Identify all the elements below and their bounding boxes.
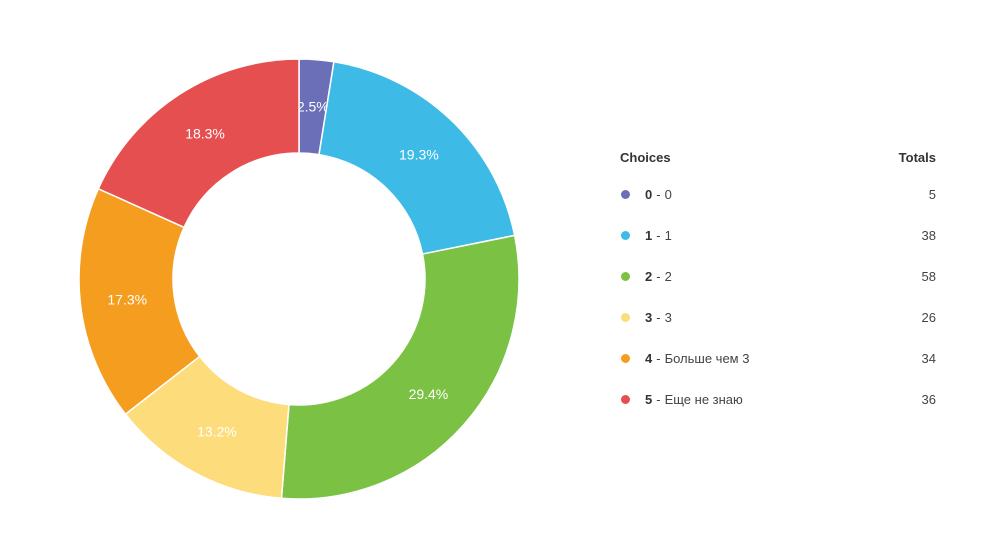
slice-label-5: 18.3% [185,126,225,142]
legend-dot-icon [621,395,630,404]
slice-label-3: 13.2% [197,423,237,439]
slice-1[interactable] [318,60,516,255]
legend-item-separator: - [656,310,661,325]
legend-header: Choices Totals [612,140,942,174]
legend-dot-icon [621,313,630,322]
legend-header-choices: Choices [620,149,671,165]
legend-item-text: 2 [664,269,672,284]
legend-item-separator: - [656,351,661,366]
legend-item-label: 5- Еще не знаю [645,392,896,407]
legend-dot-icon [621,231,630,240]
legend-item-2[interactable]: 2-2 58 [612,256,942,297]
legend-item-1[interactable]: 1-1 38 [612,215,942,256]
legend-item-total: 58 [921,269,936,284]
donut-chart: 2.5% 19.3% 29.4% 13.2% 17.3% 18.3% [78,58,520,500]
legend-item-label: 4- Больше чем 3 [645,351,896,366]
legend-dot-icon [621,354,630,363]
legend-dot-icon [621,190,630,199]
legend-item-total: 5 [928,187,936,202]
legend-item-0[interactable]: 0-0 5 [612,174,942,215]
donut-chart-svg: 2.5% 19.3% 29.4% 13.2% 17.3% 18.3% [78,58,520,500]
legend-item-code: 5 [645,392,653,407]
legend-header-totals: Totals [898,149,936,165]
legend-item-separator: - [656,392,661,407]
slice-label-2: 29.4% [409,386,449,402]
legend-item-text: Больше чем 3 [664,351,750,366]
legend-item-code: 1 [645,228,653,243]
legend-item-code: 3 [645,310,653,325]
legend-item-label: 1-1 [645,228,896,243]
legend-item-total: 36 [921,392,936,407]
slice-5[interactable] [97,58,300,229]
legend-item-total: 26 [921,310,936,325]
slice-4[interactable] [78,187,201,416]
legend-item-text: 1 [664,228,672,243]
legend-item-label: 0-0 [645,187,896,202]
legend-item-code: 4 [645,351,653,366]
legend-item-label: 3-3 [645,310,896,325]
legend-item-text: 3 [664,310,672,325]
legend-item-4[interactable]: 4- Больше чем 3 34 [612,338,942,379]
legend-dot-icon [621,272,630,281]
legend-item-5[interactable]: 5- Еще не знаю 36 [612,379,942,420]
legend-item-separator: - [656,269,661,284]
legend-item-label: 2-2 [645,269,896,284]
legend-item-code: 0 [645,187,653,202]
slice-label-1: 19.3% [399,146,439,162]
legend-item-text: 0 [664,187,672,202]
legend-item-text: Еще не знаю [664,392,743,407]
slice-2[interactable] [280,234,520,500]
legend: Choices Totals 0-0 5 1-1 38 2-2 58 3-3 26 4- Боль… [612,140,942,420]
legend-item-total: 38 [921,228,936,243]
slice-label-4: 17.3% [107,292,147,308]
legend-item-total: 34 [921,351,936,366]
legend-item-separator: - [656,228,661,243]
legend-item-code: 2 [645,269,653,284]
slice-label-0: 2.5% [297,99,329,115]
legend-item-separator: - [656,187,661,202]
legend-item-3[interactable]: 3-3 26 [612,297,942,338]
